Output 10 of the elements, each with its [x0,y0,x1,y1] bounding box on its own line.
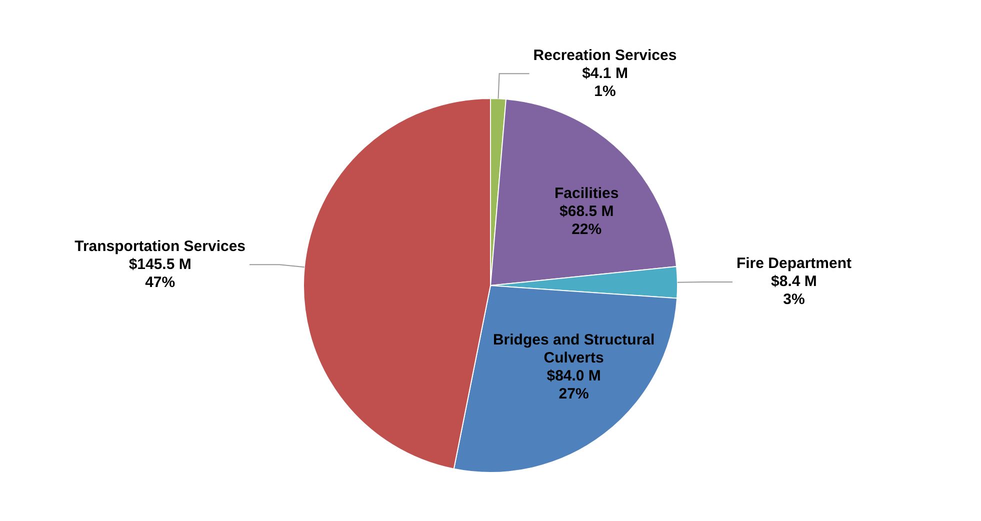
data-label: $68.5 M 22% [560,203,614,238]
slice-label: Transportation Services [74,238,246,255]
slice-label: Fire Department [736,255,852,272]
data-label: $145.5 M 47% [128,256,192,291]
data-label: $84.0 M 27% [546,367,601,402]
slice-label: Bridges and Structural Culverts [492,331,655,366]
slice-label: Recreation Services [533,46,677,64]
slice-label: Facilities [554,185,619,202]
data-label: $8.4 M 3% [771,273,817,308]
data-label: $4.1 M 1% [582,64,628,100]
